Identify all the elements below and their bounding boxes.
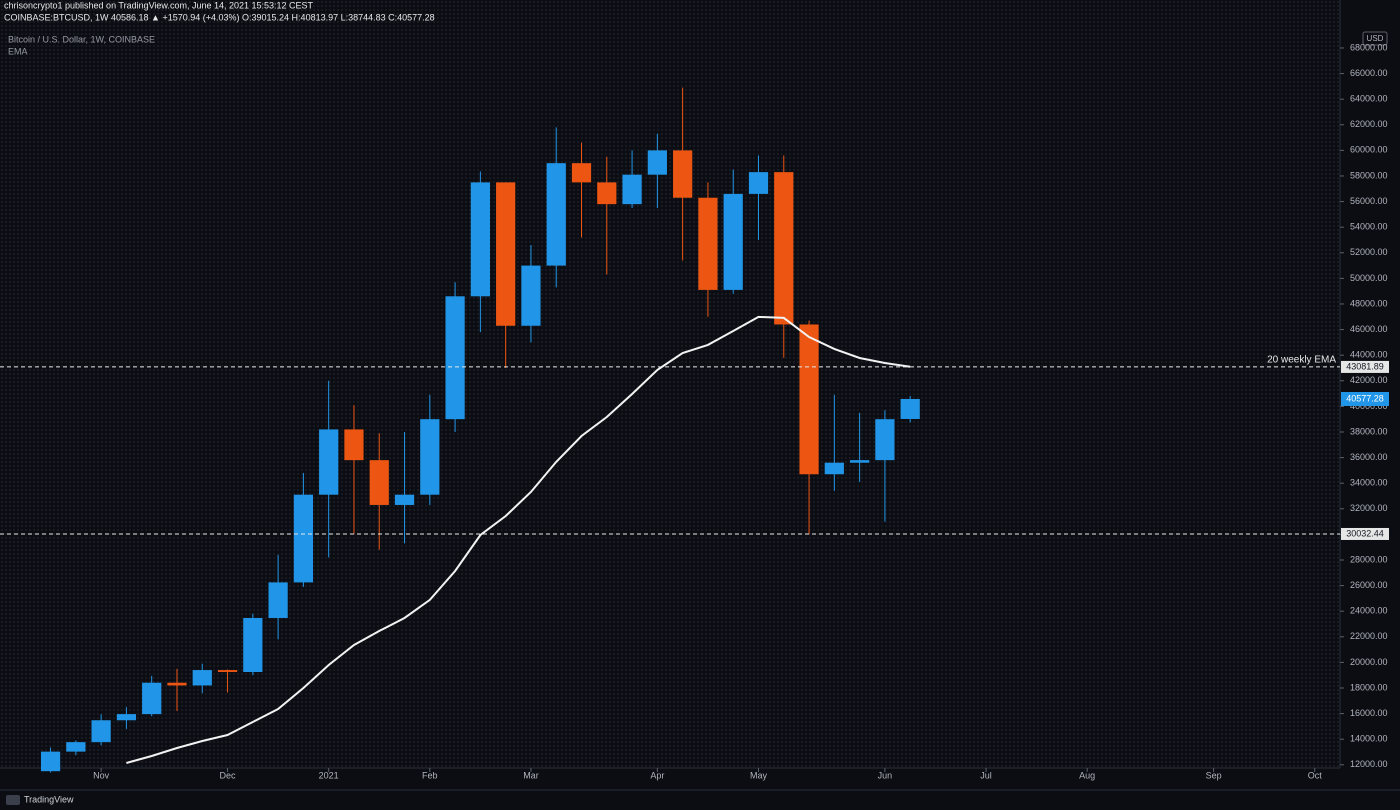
y-tick-label: 38000.00 [1350,426,1388,436]
candle-body [66,742,86,752]
candle-body [546,163,566,266]
y-tick-label: 62000.00 [1350,119,1388,129]
author-line: chrisoncrypto1 published on TradingView.… [4,0,314,10]
y-tick-label: 58000.00 [1350,170,1388,180]
y-tick-label: 48000.00 [1350,298,1388,308]
y-tick-label: 28000.00 [1350,554,1388,564]
current-price: 40577.28 [1346,393,1384,403]
candle-body [774,172,794,325]
price-label: 30032.44 [1346,528,1384,538]
x-tick-label: Feb [422,770,438,780]
candle-body [824,462,844,475]
y-tick-label: 20000.00 [1350,657,1388,667]
candle-body [698,197,718,290]
candle-body [571,163,592,183]
ema-line [126,315,911,764]
candle-body [799,324,819,475]
y-tick-label: 50000.00 [1350,273,1388,283]
current-price-box [1341,391,1389,406]
legend-title: Bitcoin / U.S. Dollar, 1W, COINBASE [8,34,155,44]
candle-body [142,682,162,715]
candle-body [116,714,137,721]
candle-body [470,182,490,297]
x-tick-label: Jun [878,770,893,780]
candle-body [91,720,111,743]
quote-line: COINBASE:BTCUSD, 1W 40586.18 ▲ +1570.94 … [4,12,435,22]
legend-indicator: EMA [8,46,28,56]
y-tick-label: 16000.00 [1350,708,1388,718]
candle-body [597,182,617,205]
currency: USD [1367,34,1384,43]
candle-body [40,751,61,772]
y-tick-label: 12000.00 [1350,759,1388,769]
overlay: 43081.89 30032.44 20 weekly EMA 40577.28 [0,355,1389,540]
y-tick-label: 26000.00 [1350,580,1388,590]
price-label-box [1341,527,1389,540]
plot-area: 12000.00 14000.00 16000.00 18000.00 20000.00… [40,42,1388,780]
y-tick-label: 46000.00 [1350,324,1388,334]
candle-body [192,670,212,686]
y-tick-label: 64000.00 [1350,94,1388,104]
x-tick-label: Apr [650,770,664,780]
candle-body [622,174,642,205]
candle-body [850,460,870,463]
x-tick-label: Mar [523,770,539,780]
candle-body [217,670,238,672]
candle-body [268,582,288,618]
x-tick-label: Oct [1308,770,1323,780]
brand-logo [6,795,20,805]
candle-body [673,150,693,198]
y-tick-label: 56000.00 [1350,196,1388,206]
y-tick-label: 68000.00 [1350,42,1388,52]
x-tick-label: Sep [1206,770,1222,780]
x-tick-label: May [750,770,768,780]
candle-body [293,494,314,583]
candle-body [445,296,465,420]
candle-body [900,398,920,419]
x-tick-label: Aug [1079,770,1095,780]
y-tick-label: 22000.00 [1350,631,1388,641]
y-tick-label: 52000.00 [1350,247,1388,257]
candle-body [875,419,895,461]
y-tick-label: 34000.00 [1350,478,1388,488]
x-tick-label: Dec [220,770,237,780]
candle-body [344,429,364,461]
candle-body [369,460,389,505]
annotation: 20 weekly EMA [1267,355,1336,366]
price-axis-bg [1340,0,1400,768]
candle-body [167,682,187,686]
candle-body [319,429,339,495]
y-tick-label: 66000.00 [1350,68,1388,78]
x-tick-label: Nov [93,770,110,780]
y-tick-label: 14000.00 [1350,734,1388,744]
y-tick-label: 42000.00 [1350,375,1388,385]
candle-body [420,419,440,495]
y-tick-label: 44000.00 [1350,350,1388,360]
candle-body [394,494,415,505]
price-label: 43081.89 [1346,361,1384,371]
candle-body [647,150,667,175]
y-tick-label: 54000.00 [1350,222,1388,232]
brand: TradingView [24,794,74,804]
x-tick-label: Jul [980,770,992,780]
y-tick-label: 18000.00 [1350,682,1388,692]
y-tick-label: 32000.00 [1350,503,1388,513]
candle-body [748,172,769,194]
candle-body [496,182,516,326]
y-tick-label: 60000.00 [1350,145,1388,155]
currency-box [1362,31,1388,46]
x-tick-label: 2021 [319,770,339,780]
candle-body [243,617,263,672]
y-tick-label: 36000.00 [1350,452,1388,462]
candle-body [723,193,743,290]
time-axis-bg [0,768,1400,810]
y-tick-label: 24000.00 [1350,606,1388,616]
price-label-box [1341,360,1389,373]
candle-body [521,265,541,326]
